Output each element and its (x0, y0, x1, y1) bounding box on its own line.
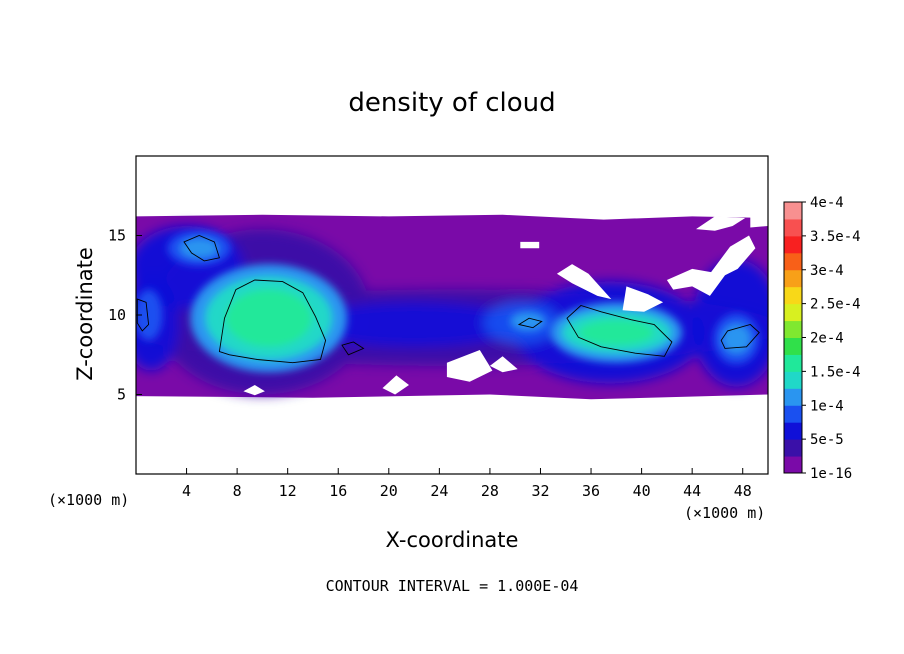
clear-gap-2 (622, 286, 664, 312)
colorbar-swatch-6 (784, 354, 802, 372)
x-tick-label: 40 (633, 482, 651, 500)
x-axis-label: X-coordinate (386, 528, 519, 552)
clear-air-gaps (243, 216, 768, 396)
clear-gap-7 (489, 356, 518, 373)
colorbar-swatch-8 (784, 320, 802, 338)
x-tick-label: 24 (430, 482, 448, 500)
clear-gap-4 (696, 216, 746, 231)
contour-line-3 (720, 323, 760, 349)
density-field (136, 214, 768, 400)
x-tick-label: 8 (233, 482, 242, 500)
contour-lines (136, 235, 760, 364)
y-axis-label: Z-coordinate (73, 247, 97, 381)
colorbar-label: 2.5e-4 (810, 297, 861, 313)
density-cores (136, 230, 760, 373)
contour-line-1 (183, 235, 220, 262)
contour-line-2 (566, 304, 673, 357)
x-tick-label: 48 (734, 482, 752, 500)
contour-interval-note: CONTOUR INTERVAL = 1.000E-04 (326, 577, 579, 595)
density-core-0-level-2 (225, 289, 312, 347)
colorbar-swatch-12 (784, 252, 802, 271)
colorbar-label: 3e-4 (810, 263, 844, 279)
colorbar-swatch-7 (784, 337, 802, 355)
x-tick-label: 36 (582, 482, 600, 500)
clear-gap-8 (382, 375, 409, 395)
colorbar-label: 3.5e-4 (810, 229, 861, 245)
x-tick-label: 32 (531, 482, 549, 500)
x-tick-label: 44 (683, 482, 701, 500)
x-tick-label: 4 (182, 482, 191, 500)
colorbar-swatch-3 (784, 405, 802, 423)
clear-gap-5 (750, 216, 768, 228)
y-axis-units: (×1000 m) (48, 491, 129, 509)
x-tick-label: 20 (380, 482, 398, 500)
colorbar-label: 2e-4 (810, 331, 844, 347)
x-tick-label: 12 (279, 482, 297, 500)
colorbar-swatch-5 (784, 371, 802, 389)
colorbar-swatch-15 (784, 202, 802, 220)
colorbar-label: 4e-4 (810, 195, 844, 211)
y-tick-label: 5 (117, 386, 126, 404)
contour-line-6 (341, 341, 365, 356)
colorbar-label: 1.5e-4 (810, 364, 861, 380)
y-axis-ticks: 5 10 15 (108, 227, 142, 404)
colorbar-swatch-1 (784, 439, 802, 457)
x-axis-ticks: 4 8 12 16 20 24 28 32 36 40 44 48 (182, 468, 752, 500)
colorbar-labels: 1e-16 5e-5 1e-4 1.5e-4 2e-4 2.5e-4 3e-4 3.5e-4 4… (802, 195, 861, 482)
colorbar-label: 5e-5 (810, 432, 844, 448)
density-core-1-level-1 (180, 238, 219, 258)
contour-line-5 (517, 317, 543, 329)
colorbar-swatch-4 (784, 388, 802, 406)
density-core-2-level-2 (578, 319, 655, 346)
density-core-3-level-1 (722, 324, 751, 354)
clear-gap-0 (666, 235, 756, 296)
x-tick-label: 28 (481, 482, 499, 500)
y-tick-label: 15 (108, 227, 126, 245)
colorbar-swatch-10 (784, 286, 802, 305)
clear-gap-9 (243, 385, 265, 396)
clear-gap-3 (520, 241, 540, 249)
colorbar-swatch-0 (784, 456, 802, 474)
y-tick-label: 10 (108, 306, 126, 324)
clear-gap-1 (556, 264, 612, 300)
colorbar-swatch-13 (784, 235, 802, 254)
colorbar-swatch-2 (784, 422, 802, 440)
contour-line-0 (218, 279, 327, 364)
chart-title: density of cloud (348, 88, 555, 118)
x-tick-label: 16 (329, 482, 347, 500)
density-core-5-level-0 (510, 311, 546, 331)
colorbar-label: 1e-16 (810, 466, 852, 482)
colorbar-swatch-14 (784, 218, 802, 237)
colorbar-swatch-9 (784, 303, 802, 322)
colorbar (783, 201, 803, 474)
colorbar-label: 1e-4 (810, 398, 844, 414)
contour-line-4 (136, 298, 150, 332)
density-band-6 (300, 302, 528, 347)
clear-gap-6 (446, 350, 493, 382)
x-axis-units: (×1000 m) (684, 504, 765, 522)
colorbar-swatch-11 (784, 269, 802, 288)
density-core-4-level-0 (136, 289, 163, 341)
